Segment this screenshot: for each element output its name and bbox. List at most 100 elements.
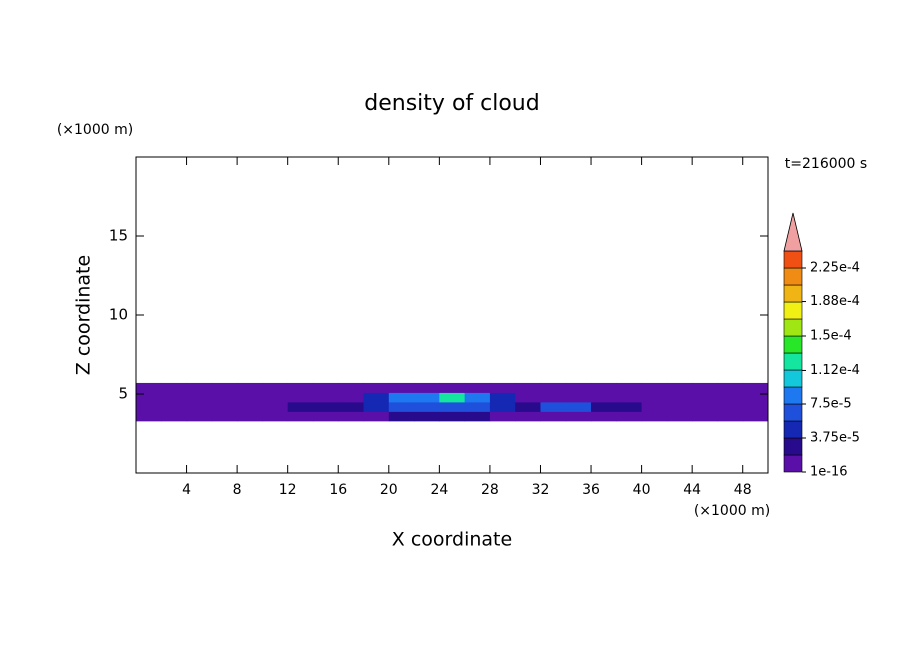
density-cell (717, 401, 744, 412)
density-cell (666, 411, 693, 422)
x-tick-label: 8 (233, 482, 242, 498)
x-axis-label: X coordinate (392, 529, 512, 551)
density-cell (717, 392, 744, 403)
density-cell (262, 411, 289, 422)
density-cell (363, 411, 390, 422)
density-cell (312, 392, 339, 403)
x-tick-label: 44 (683, 482, 701, 498)
density-cell (489, 411, 516, 422)
x-tick-label: 48 (734, 482, 752, 498)
density-cell (591, 401, 617, 412)
density-cell (717, 411, 744, 422)
colorbar-tick-label: 1.5e-4 (810, 329, 852, 344)
density-cell (237, 401, 263, 412)
x-tick-label: 12 (279, 482, 297, 498)
density-cell (666, 382, 693, 393)
colorbar-band (783, 437, 803, 456)
x-tick-label: 4 (182, 482, 191, 498)
density-cell (641, 411, 668, 422)
chart-title: density of cloud (364, 91, 539, 116)
colorbar-band (783, 301, 803, 320)
density-cell (161, 401, 188, 412)
density-cell (439, 401, 466, 412)
colorbar-band (783, 369, 803, 388)
density-cell (338, 382, 365, 393)
density-cell (287, 401, 314, 412)
density-cell (186, 401, 213, 412)
density-cell (414, 411, 440, 422)
density-cell (540, 392, 567, 403)
density-cell (136, 392, 162, 403)
density-cell (464, 382, 491, 393)
y-unit: (×1000 m) (57, 122, 133, 138)
density-cell (692, 382, 718, 393)
x-tick-label: 28 (481, 482, 499, 498)
density-cell (565, 392, 592, 403)
density-cell (692, 411, 718, 422)
density-cell (464, 392, 491, 403)
density-cell (464, 411, 491, 422)
density-cell (312, 401, 339, 412)
density-cell (515, 382, 541, 393)
density-cell (388, 382, 415, 393)
density-cell (211, 411, 238, 422)
density-cell (136, 411, 162, 422)
plot-frame (135, 156, 769, 474)
density-cell (136, 382, 162, 393)
colorbar-extend (783, 212, 803, 252)
colorbar-tick-label: 7.5e-5 (810, 397, 852, 412)
density-cell (641, 392, 668, 403)
density-cell (591, 382, 617, 393)
colorbar-band (783, 335, 803, 354)
colorbar-band (783, 250, 803, 269)
density-cell (414, 392, 440, 403)
density-cell (540, 401, 567, 412)
density-cell (641, 401, 668, 412)
density-cell (616, 401, 643, 412)
density-cell (565, 382, 592, 393)
density-cell (161, 382, 188, 393)
density-cell (591, 392, 617, 403)
density-cell (186, 411, 213, 422)
density-cell (186, 392, 213, 403)
density-cell (237, 411, 263, 422)
colorbar-tick-label: 1e-16 (810, 465, 848, 480)
density-cell (439, 382, 466, 393)
density-cell (363, 392, 390, 403)
density-cell (565, 401, 592, 412)
density-cell (515, 401, 541, 412)
colorbar-band (783, 403, 803, 422)
density-cell (338, 392, 365, 403)
density-cell (540, 411, 567, 422)
density-cell (414, 382, 440, 393)
density-cell (287, 411, 314, 422)
density-cell (439, 411, 466, 422)
density-cell (136, 401, 162, 412)
colorbar-tick-label: 1.88e-4 (810, 294, 860, 309)
density-cell (565, 411, 592, 422)
colorbar-tick-label: 2.25e-4 (810, 261, 860, 276)
colorbar-band (783, 454, 803, 473)
density-cell (742, 392, 769, 403)
density-cell (237, 392, 263, 403)
density-cell (211, 401, 238, 412)
density-cell (742, 411, 769, 422)
density-cell (388, 401, 415, 412)
density-cell (464, 401, 491, 412)
density-cell (616, 392, 643, 403)
x-tick-label: 16 (329, 482, 347, 498)
colorbar-band (783, 352, 803, 371)
density-cell (287, 392, 314, 403)
time-label: t=216000 s (785, 156, 867, 172)
density-cell (540, 382, 567, 393)
density-cell (161, 392, 188, 403)
y-tick-label: 15 (109, 227, 128, 245)
y-axis-label: Z coordinate (73, 255, 95, 375)
density-cell (211, 382, 238, 393)
density-cell (489, 401, 516, 412)
x-tick-label: 32 (532, 482, 550, 498)
colorbar-band (783, 284, 803, 303)
colorbar-tick-label: 1.12e-4 (810, 363, 860, 378)
density-cell (616, 382, 643, 393)
